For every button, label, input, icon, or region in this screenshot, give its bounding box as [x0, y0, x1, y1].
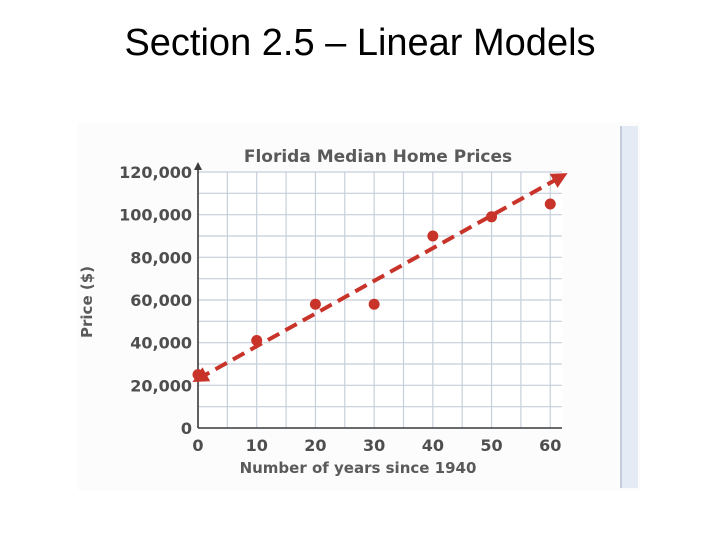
- data-point: [427, 230, 439, 242]
- x-tick-label: 60: [539, 436, 561, 455]
- chart-title: Florida Median Home Prices: [244, 147, 512, 167]
- x-tick-labels: 0 10 20 30 40 50 60: [192, 436, 561, 455]
- x-tick-label: 0: [192, 436, 203, 455]
- x-tick-label: 50: [480, 436, 502, 455]
- x-tick-label: 20: [304, 436, 326, 455]
- y-tick-label: 80,000: [130, 248, 192, 267]
- chart-figure: Florida Median Home Prices 0 10 20 30 40 50 60…: [78, 122, 640, 490]
- data-points: [192, 198, 556, 381]
- y-tick-label: 60,000: [130, 291, 192, 310]
- y-tick-label: 20,000: [130, 376, 192, 395]
- y-axis-label: Price ($): [78, 266, 96, 338]
- y-tick-label: 0: [181, 419, 192, 438]
- data-point: [368, 298, 380, 310]
- adjacent-page-edge: [620, 126, 638, 488]
- scatter-chart: Florida Median Home Prices 0 10 20 30 40 50 60…: [78, 147, 568, 477]
- y-tick-label: 100,000: [119, 206, 192, 225]
- data-point: [192, 369, 204, 381]
- grid: [197, 171, 562, 429]
- y-tick-labels: 0 20,000 40,000 60,000 80,000 100,000 120,000: [119, 163, 192, 438]
- x-tick-label: 30: [363, 436, 385, 455]
- data-point: [251, 335, 263, 347]
- y-tick-label: 40,000: [130, 334, 192, 353]
- data-point: [544, 198, 556, 210]
- slide-title: Section 2.5 – Linear Models: [124, 22, 596, 64]
- data-point: [486, 211, 498, 223]
- x-tick-label: 10: [246, 436, 268, 455]
- x-tick-label: 40: [422, 436, 444, 455]
- x-axis-label: Number of years since 1940: [240, 459, 477, 477]
- data-point: [309, 298, 321, 310]
- y-tick-label: 120,000: [119, 163, 192, 182]
